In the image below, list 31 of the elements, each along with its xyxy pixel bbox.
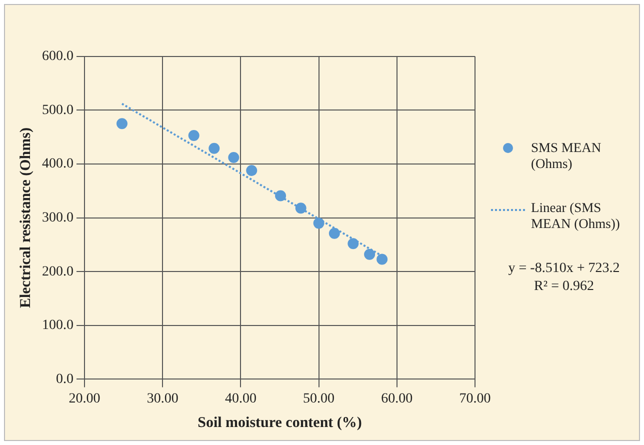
y-tick-label: 300.0 [42, 210, 74, 226]
text: R² = 0.962 [533, 278, 595, 296]
point [295, 202, 306, 214]
x-tick-label: 50.00 [303, 391, 335, 406]
point [364, 248, 376, 260]
y-tick-label: 200.0 [42, 264, 74, 280]
text: y = -8.510x + 723.2 [507, 260, 621, 278]
point [348, 238, 359, 250]
x-axis-title: Soil moisture content (%) [198, 414, 362, 431]
point [228, 152, 240, 164]
x-tick-label: 30.00 [146, 391, 178, 406]
point [116, 118, 128, 130]
y-axis-title: Electrical resistance (Ohms) [18, 128, 34, 308]
point [376, 254, 388, 265]
x-tick-label: 70.00 [459, 391, 491, 406]
x-tick-label: 60.00 [381, 391, 413, 406]
point [313, 218, 324, 229]
point [275, 190, 286, 202]
legend-label: SMS MEAN (Ohms) [531, 140, 602, 172]
y-tick-label: 100.0 [42, 318, 74, 334]
x-tick-label: 40.00 [224, 391, 256, 406]
y-tick-label: 400.0 [42, 156, 74, 172]
y-tick-label: 600.0 [42, 49, 74, 64]
y-tick-label: 500.0 [42, 102, 74, 118]
legend-label: Linear (SMS MEAN (Ohms)) [531, 200, 621, 232]
point [328, 228, 340, 239]
x-tick-label: 20.00 [68, 391, 100, 406]
y-tick-label: 0.0 [56, 372, 74, 387]
point [208, 142, 220, 154]
point [246, 164, 258, 176]
point [188, 130, 200, 141]
